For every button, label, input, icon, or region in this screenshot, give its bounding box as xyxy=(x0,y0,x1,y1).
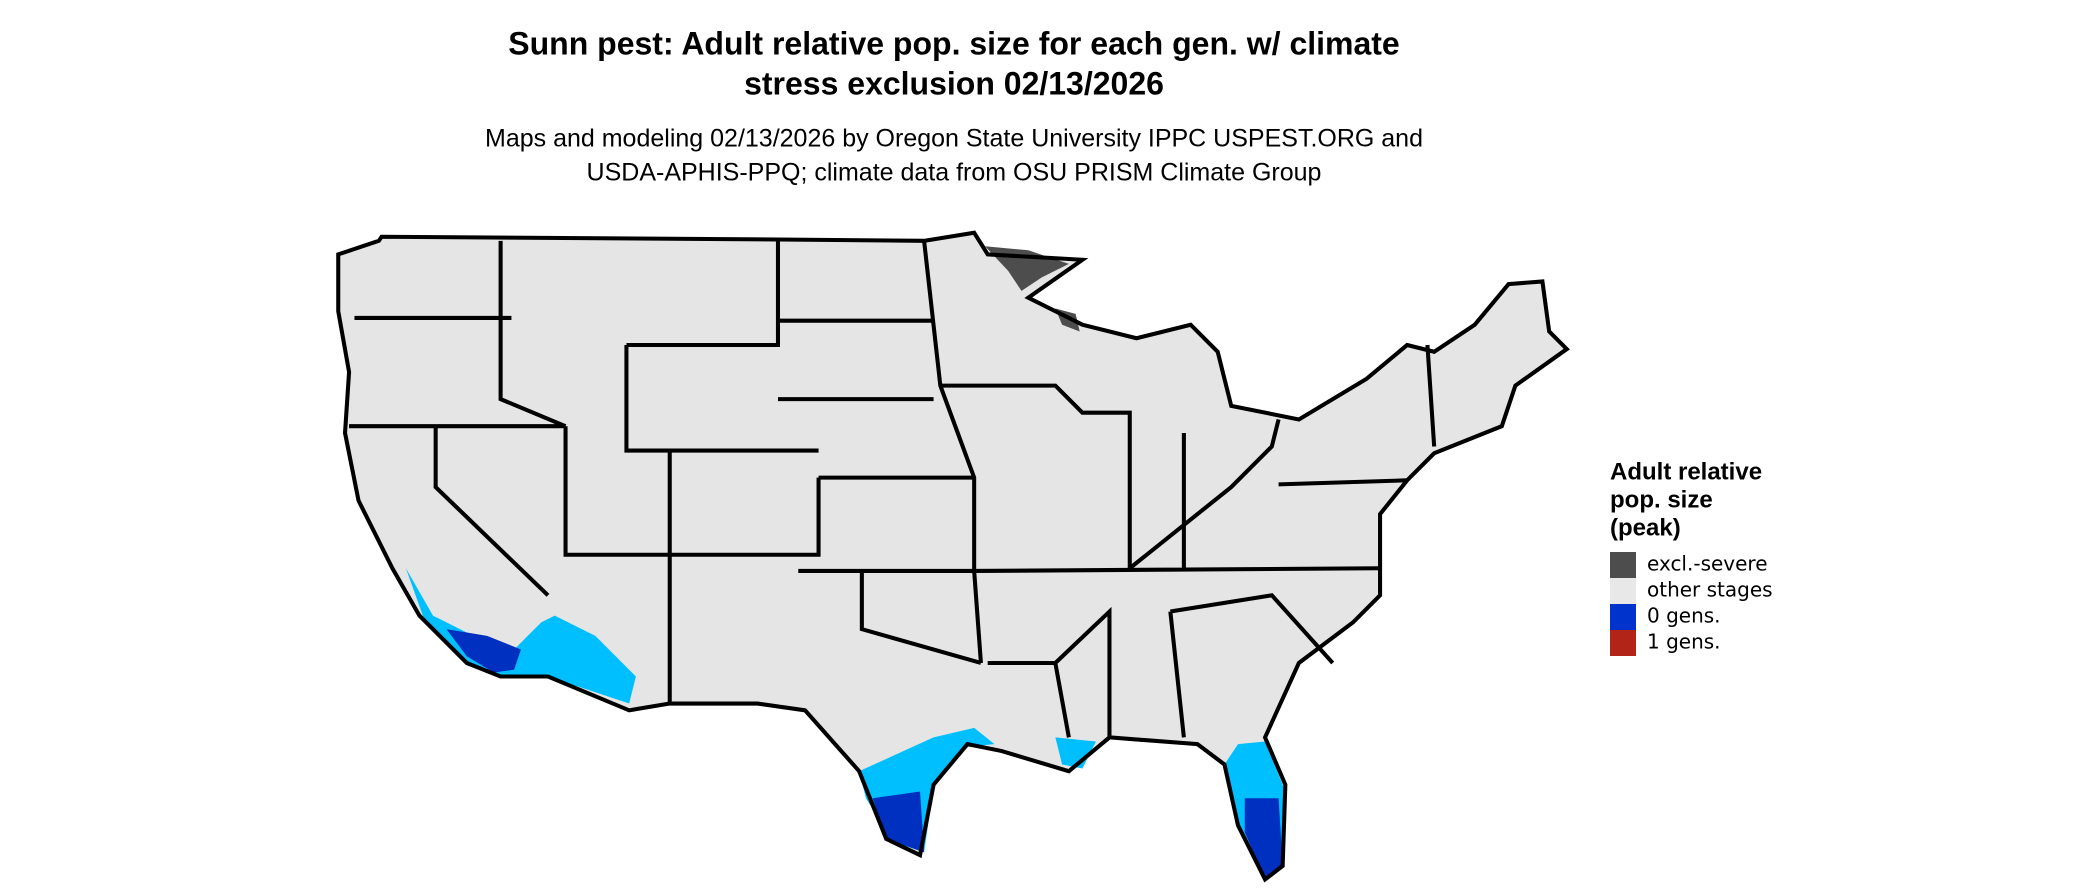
legend-label: excl.-severe xyxy=(1647,552,1768,576)
subtitle: USDA-APHIS-PPQ; climate data from OSU PR… xyxy=(587,159,1322,187)
legend-swatch xyxy=(1610,552,1636,578)
legend-title: Adult relative xyxy=(1610,458,1762,485)
legend-swatch xyxy=(1610,578,1636,604)
legend-swatch xyxy=(1610,604,1636,630)
us-outline xyxy=(338,232,1567,880)
legend-label: 0 gens. xyxy=(1647,604,1721,628)
legend-title: (peak) xyxy=(1610,514,1681,541)
state-lines xyxy=(349,239,1437,738)
legend-swatch xyxy=(1610,630,1636,656)
legend-label: other stages xyxy=(1647,578,1773,602)
subtitle: Maps and modeling 02/13/2026 by Oregon S… xyxy=(485,125,1423,153)
title: Sunn pest: Adult relative pop. size for … xyxy=(508,25,1399,61)
title: stress exclusion 02/13/2026 xyxy=(744,65,1164,101)
us-border xyxy=(336,230,1570,883)
legend-title: pop. size xyxy=(1610,486,1713,513)
us-map xyxy=(336,230,1570,883)
legend-label: 1 gens. xyxy=(1647,630,1721,654)
